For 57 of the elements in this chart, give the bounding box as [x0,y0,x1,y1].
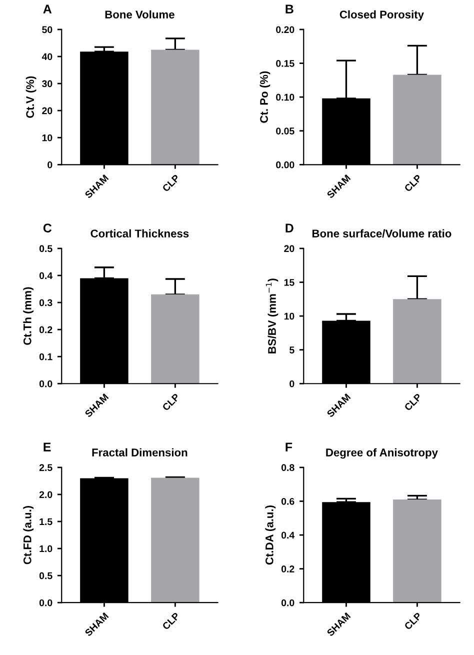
y-tick-label: 0.4 [281,532,295,539]
x-tick-label: CLP [404,174,422,192]
y-tick-label: 2.0 [39,491,52,498]
text: C [43,224,52,232]
y-tick-label: 0.0 [39,599,52,606]
y-tick-label: 0 [290,380,294,388]
chart-title: Cortical Thickness [90,229,189,238]
y-axis-title: Ct. Po (%) [260,71,270,123]
text: D [286,224,294,232]
y-axis-title: Ct.V (%) [26,76,36,118]
y-axis-title: Ct.Th (mm) [23,287,34,345]
y-tick-label: 2.5 [39,464,52,472]
y-tick-label: 0.00 [276,161,294,168]
x-tick-label: CLP [162,174,180,192]
y-tick-label: 0.2 [39,326,52,334]
y-tick-label: 50 [42,26,52,34]
chart-title: Fractal Dimension [92,448,188,456]
y-tick-label: 10 [284,312,294,320]
y-tick-label: 0.6 [281,498,294,505]
y-tick-label: 10 [42,134,52,142]
y-tick-label: 0.3 [39,299,52,306]
y-tick-label: 0.0 [281,599,294,606]
text: F [286,442,292,452]
chart-title: Closed Porosity [340,10,424,21]
y-tick-label: 15 [284,279,294,286]
text: A [43,4,52,14]
y-tick-label: 0.15 [276,60,294,67]
y-tick-label: 40 [42,53,52,60]
text: B [286,4,294,14]
y-tick-label: 0.05 [276,128,294,134]
y-tick-label: 0.8 [281,464,294,472]
y-tick-label: 0.4 [39,272,53,280]
x-tick-label: CLP [162,612,180,630]
chart-title: Bone Volume [105,10,174,18]
y-tick-label: 0.20 [276,26,294,34]
y-axis-title: Ct.FD (a.u.) [23,506,34,564]
x-tick-label: CLP [404,612,422,630]
y-axis-title: BS/BV (mm$^{−1}$) [266,278,278,354]
chart-title: Degree of Anisotropy [326,448,438,459]
y-tick-label: 0 [48,161,52,168]
y-axis-title: Ct.DA (a.u.) [265,506,276,565]
y-tick-label: 0.0 [39,380,52,388]
y-tick-label: 5 [290,346,294,354]
text: E [44,442,51,452]
y-tick-label: 0.10 [276,94,294,101]
y-tick-label: 0.1 [39,353,52,360]
y-tick-label: 30 [42,80,52,88]
x-tick-label: CLP [404,393,422,412]
x-tick-label: CLP [162,393,180,412]
y-tick-label: 1.5 [40,518,52,526]
y-tick-label: 0.5 [39,245,52,252]
y-tick-label: 20 [42,107,52,114]
y-tick-label: 0.2 [281,566,294,572]
y-tick-label: 1.0 [40,545,52,552]
y-tick-label: 20 [284,245,294,252]
chart-title: Bone surface/Volume ratio [312,229,452,238]
y-tick-label: 0.5 [39,572,52,580]
